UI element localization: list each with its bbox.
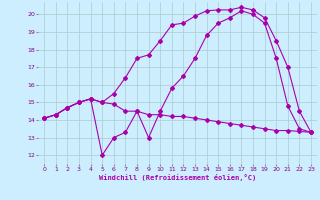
X-axis label: Windchill (Refroidissement éolien,°C): Windchill (Refroidissement éolien,°C) [99, 174, 256, 181]
